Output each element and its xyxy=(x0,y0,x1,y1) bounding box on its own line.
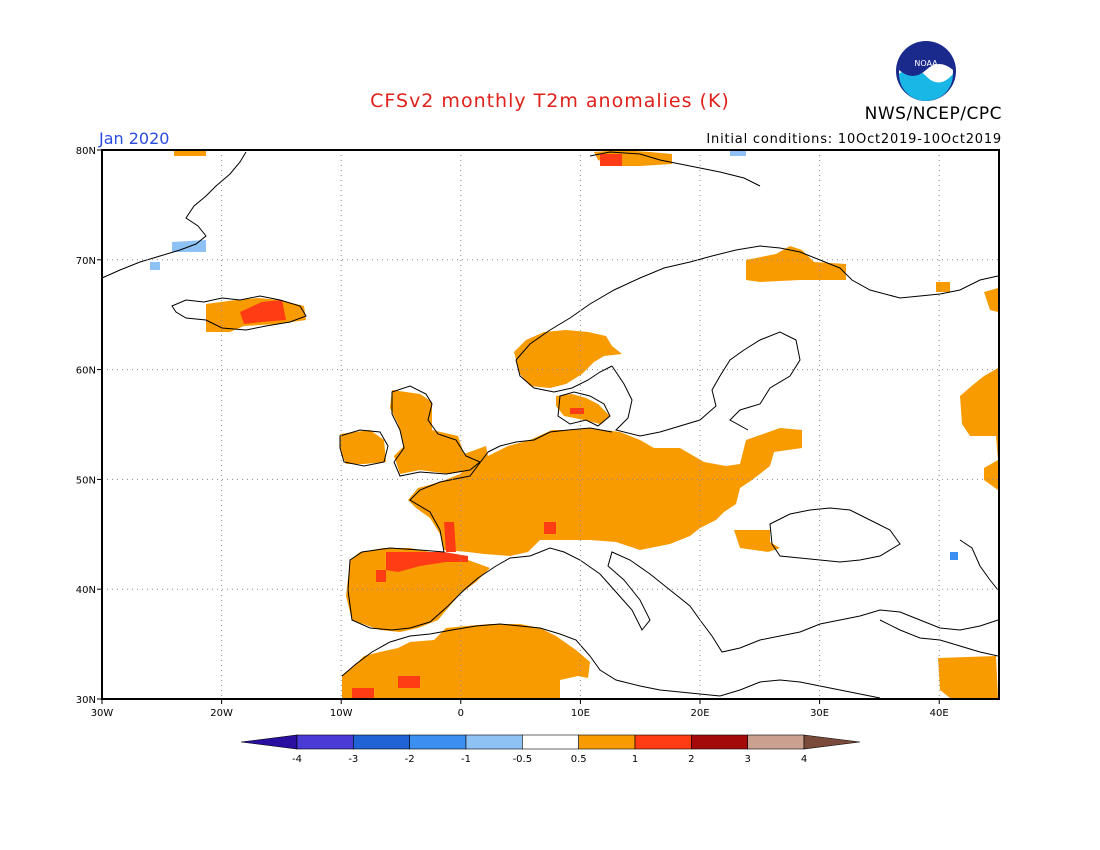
europe-west-coast xyxy=(347,427,613,631)
colorbar-label: -3 xyxy=(348,754,358,765)
lat-label: 30N xyxy=(76,695,96,706)
colorbar-label: -1 xyxy=(461,754,471,765)
lon-label: 10W xyxy=(330,708,353,719)
mediterranean-north-coast xyxy=(495,547,999,653)
anomaly-warm-region xyxy=(390,390,490,474)
greenland-coast xyxy=(101,151,247,279)
lon-label: 40E xyxy=(930,708,949,719)
colorbar-swatch xyxy=(578,734,636,750)
iceland-coast xyxy=(171,295,307,331)
anomaly-warm-region xyxy=(174,150,206,156)
anomaly-warm-region xyxy=(734,530,780,552)
anomaly-strong-warm xyxy=(376,570,386,582)
anomaly-warm-region xyxy=(342,624,590,698)
colorbar: -4 -3 -2 -1 -0.5 0.5 1 2 3 4 xyxy=(240,734,861,765)
initial-conditions: Initial conditions: 10Oct2019-10Oct2019 xyxy=(706,132,1002,147)
anomaly-warm-region xyxy=(746,246,846,282)
north-africa-coast xyxy=(341,623,881,699)
lon-label: 30E xyxy=(810,708,829,719)
colorbar-swatch xyxy=(409,734,467,750)
lat-label: 80N xyxy=(76,146,96,157)
anomaly-cool xyxy=(172,240,206,252)
colorbar-swatch xyxy=(240,734,298,750)
anomaly-warm-region xyxy=(984,288,998,312)
lon-label: 0 xyxy=(458,708,464,719)
anomaly-cool xyxy=(950,552,958,560)
black-sea-coast xyxy=(769,507,901,563)
gridlines xyxy=(97,149,999,704)
anomaly-cool xyxy=(730,150,746,156)
britain-coast xyxy=(391,385,481,477)
colorbar-label: -2 xyxy=(405,754,415,765)
anomaly-warm-region xyxy=(936,282,950,292)
coastlines xyxy=(101,151,999,699)
anomaly-warm-region xyxy=(408,428,802,556)
colorbar-label: 4 xyxy=(801,754,807,765)
caspian-coast xyxy=(959,539,999,591)
colorbar-label: 3 xyxy=(744,754,750,765)
colorbar-label: -0.5 xyxy=(513,754,533,765)
colorbar-swatch xyxy=(522,734,579,750)
logo-text: NOAA xyxy=(914,59,938,68)
longitude-labels: 30W 20W 10W 0 10E 20E 30E 40E xyxy=(91,708,949,719)
colorbar-swatch xyxy=(747,734,805,750)
lat-label: 40N xyxy=(76,585,96,596)
norway-south-coast xyxy=(515,359,613,393)
denmark-coast xyxy=(557,391,611,427)
lon-label: 10E xyxy=(571,708,590,719)
lon-label: 30W xyxy=(91,708,114,719)
colorbar-label: -4 xyxy=(292,754,302,765)
anomaly-strong-warm xyxy=(352,688,374,698)
anomaly-warm-region xyxy=(938,656,998,698)
colorbar-swatch xyxy=(465,734,523,750)
anomaly-strong-warm xyxy=(600,154,622,166)
forecast-period: Jan 2020 xyxy=(99,129,170,148)
anomaly-strong-warm xyxy=(386,552,468,572)
anomaly-warm-region xyxy=(340,430,386,464)
ireland-coast xyxy=(339,429,389,467)
anomaly-field xyxy=(150,150,998,698)
colorbar-swatch xyxy=(691,734,748,750)
agency-label: NWS/NCEP/CPC xyxy=(864,104,1002,124)
anomaly-strong-warm xyxy=(444,522,456,552)
lon-label: 20E xyxy=(690,708,709,719)
colorbar-swatch xyxy=(353,734,410,750)
anomaly-cool xyxy=(150,262,160,270)
anomaly-strong-warm xyxy=(570,408,584,414)
anomaly-warm-region xyxy=(514,330,622,388)
map-title: CFSv2 monthly T2m anomalies (K) xyxy=(370,90,730,112)
colorbar-label: 1 xyxy=(632,754,638,765)
colorbar-label: 0.5 xyxy=(571,754,587,765)
scandinavia-coast xyxy=(515,245,999,361)
colorbar-label: 2 xyxy=(688,754,694,765)
anomaly-strong-warm xyxy=(240,300,286,324)
colorbar-swatch xyxy=(296,734,354,750)
baltic-coast xyxy=(611,331,801,437)
noaa-logo: NOAA xyxy=(896,41,956,101)
map-frame xyxy=(101,149,1000,700)
lat-label: 50N xyxy=(76,475,96,486)
anomaly-warm-region xyxy=(960,368,998,490)
anomaly-strong-warm xyxy=(398,676,420,688)
colorbar-swatch xyxy=(634,734,692,750)
anatolia-coast xyxy=(879,619,999,657)
colorbar-swatch xyxy=(803,734,861,750)
lat-label: 70N xyxy=(76,256,96,267)
anomaly-warm-region xyxy=(346,548,490,632)
lon-label: 20W xyxy=(210,708,233,719)
lat-label: 60N xyxy=(76,366,96,377)
latitude-labels: 80N 70N 60N 50N 40N 30N xyxy=(76,146,96,706)
svalbard-coast xyxy=(589,151,761,187)
anomaly-strong-warm xyxy=(544,522,556,534)
